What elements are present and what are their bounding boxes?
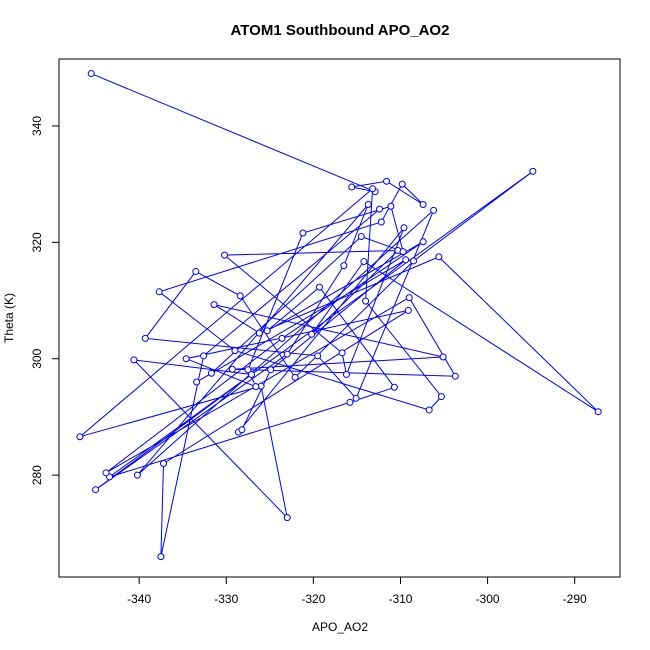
data-point: [192, 267, 200, 275]
data-point: [228, 365, 236, 373]
data-point: [435, 253, 443, 261]
data-point: [267, 366, 275, 374]
data-point: [244, 366, 252, 374]
y-tick-label: 280: [30, 465, 44, 485]
data-point: [255, 329, 263, 337]
series-points: [76, 70, 602, 561]
x-tick-label: -340: [127, 592, 151, 606]
data-point: [439, 353, 447, 361]
data-point: [207, 369, 215, 377]
data-point: [398, 180, 406, 188]
data-point: [231, 347, 239, 355]
data-point: [315, 283, 323, 291]
data-point: [390, 383, 398, 391]
data-point: [342, 370, 350, 378]
data-point: [193, 378, 201, 386]
data-point: [157, 553, 165, 561]
data-point: [419, 238, 427, 246]
data-point: [238, 426, 246, 434]
x-tick-label: -320: [301, 592, 325, 606]
data-point: [362, 297, 370, 305]
data-point: [291, 373, 299, 381]
data-point: [263, 327, 271, 335]
data-point: [130, 356, 138, 364]
data-point: [451, 372, 459, 380]
x-tick-label: -300: [476, 592, 500, 606]
data-point: [160, 460, 168, 468]
data-point: [529, 167, 537, 175]
data-point: [376, 205, 384, 213]
data-point: [182, 355, 190, 363]
data-point: [314, 352, 322, 360]
data-point: [357, 233, 365, 241]
data-point: [346, 398, 354, 406]
data-point: [369, 185, 377, 193]
data-point: [594, 408, 602, 416]
data-point: [430, 206, 438, 214]
data-point: [141, 334, 149, 342]
data-point: [221, 251, 229, 259]
x-tick-label: -330: [214, 592, 238, 606]
y-tick-label: 320: [30, 232, 44, 252]
data-point: [278, 334, 286, 342]
data-point: [200, 352, 208, 360]
y-axis: 280 300 320 340: [30, 116, 60, 485]
data-point: [248, 370, 256, 378]
data-point: [377, 218, 385, 226]
data-point: [308, 330, 316, 338]
data-point: [400, 224, 408, 232]
data-point: [299, 229, 307, 237]
data-point: [402, 256, 410, 264]
data-point: [210, 301, 218, 309]
data-point: [399, 248, 407, 256]
data-point: [338, 349, 346, 357]
data-point: [102, 469, 110, 477]
data-point: [352, 394, 360, 402]
data-point: [419, 201, 427, 209]
y-tick-label: 340: [30, 116, 44, 136]
data-point: [92, 486, 100, 494]
y-tick-label: 300: [30, 348, 44, 368]
data-point: [437, 393, 445, 401]
data-point: [252, 383, 260, 391]
x-tick-label: -310: [388, 592, 412, 606]
data-point: [133, 471, 141, 479]
y-axis-label: Theta (K): [2, 293, 16, 343]
x-tick-label: -290: [563, 592, 587, 606]
data-point: [425, 406, 433, 414]
chart-title: ATOM1 Southbound APO_AO2: [231, 22, 450, 39]
data-point: [340, 262, 348, 270]
data-point: [383, 177, 391, 185]
data-point: [364, 201, 372, 209]
data-point: [236, 292, 244, 300]
data-point: [283, 514, 291, 522]
x-axis-label: APO_AO2: [312, 620, 368, 634]
data-point: [405, 294, 413, 302]
data-point: [283, 350, 291, 358]
data-point: [348, 183, 356, 191]
x-axis: -340 -330 -320 -310 -300 -290: [127, 576, 587, 606]
data-point: [404, 306, 412, 314]
data-point: [76, 433, 84, 441]
data-point: [155, 288, 163, 296]
data-point: [410, 257, 418, 265]
data-point: [360, 258, 368, 266]
data-point: [387, 202, 395, 210]
data-point: [87, 70, 95, 78]
